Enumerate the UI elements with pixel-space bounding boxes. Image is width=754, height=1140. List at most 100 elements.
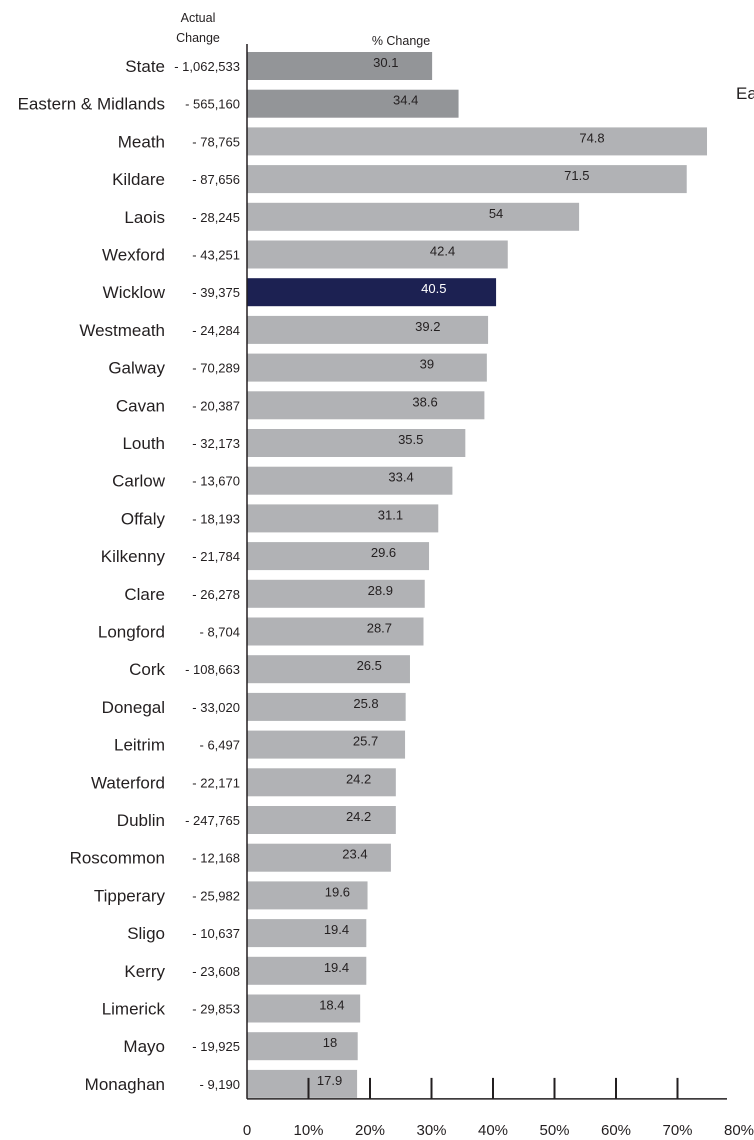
value-label: 24.2 <box>346 809 371 824</box>
bar <box>247 466 453 495</box>
value-label: 30.1 <box>373 55 398 70</box>
category-label: Limerick <box>102 1000 166 1019</box>
x-tick-label: 80% <box>724 1122 754 1139</box>
value-label: 18.4 <box>319 998 344 1013</box>
category-label: Mayo <box>123 1037 165 1056</box>
actual-change-label: - 13,670 <box>192 474 240 489</box>
actual-change-label: - 12,168 <box>192 851 240 866</box>
category-label: Eastern & Midlands <box>18 95 165 114</box>
bar <box>247 52 433 80</box>
bar <box>247 806 396 834</box>
bar <box>247 843 391 872</box>
category-label: Westmeath <box>79 321 165 340</box>
category-label: Offaly <box>121 509 166 528</box>
x-axis: 0 10% 20% 30% 40% 50% 60% 70% 80% <box>243 44 754 1139</box>
actual-change-label: - 24,284 <box>192 323 240 338</box>
x-tick-label: 60% <box>601 1122 631 1139</box>
value-label: 25.8 <box>353 696 378 711</box>
actual-change-label: - 1,062,533 <box>174 59 240 74</box>
actual-change-label: - 26,278 <box>192 587 240 602</box>
category-label: Kildare <box>112 170 165 189</box>
bar <box>247 579 425 608</box>
bar <box>247 165 687 194</box>
actual-change-label: - 32,173 <box>192 436 240 451</box>
value-label: 17.9 <box>317 1073 342 1088</box>
bar <box>247 315 489 344</box>
bar <box>247 89 459 118</box>
value-label: 33.4 <box>388 470 413 485</box>
bar <box>247 768 396 797</box>
category-label: Leitrim <box>114 736 165 755</box>
bar <box>247 542 430 571</box>
value-label: 39.2 <box>415 319 440 334</box>
category-label: Dublin <box>117 811 165 830</box>
value-label: 19.4 <box>324 922 349 937</box>
value-label: 38.6 <box>412 394 437 409</box>
header-pct-change: % Change <box>372 34 430 48</box>
header-actual-line-2: Change <box>176 31 220 45</box>
value-label: 54 <box>489 206 503 221</box>
x-tick-label: 70% <box>662 1122 692 1139</box>
actual-change-label: - 565,160 <box>185 97 240 112</box>
actual-change-label: - 8,704 <box>200 625 240 640</box>
actual-change-label: - 87,656 <box>192 172 240 187</box>
actual-change-label: - 28,245 <box>192 210 240 225</box>
category-label: Wicklow <box>103 283 166 302</box>
x-tick-label: 50% <box>539 1122 569 1139</box>
category-label: Longford <box>98 623 165 642</box>
actual-change-label: - 20,387 <box>192 398 240 413</box>
value-label: 29.6 <box>371 545 396 560</box>
bar <box>247 504 439 533</box>
bar <box>247 202 580 231</box>
actual-change-label: - 18,193 <box>192 511 240 526</box>
side-label: Ea <box>736 84 754 103</box>
actual-change-label: - 6,497 <box>200 738 240 753</box>
bar <box>247 1069 358 1098</box>
actual-change-label: - 9,190 <box>200 1077 240 1092</box>
value-label: 74.8 <box>579 130 604 145</box>
category-label: Roscommon <box>70 849 165 868</box>
category-label: State <box>125 57 165 76</box>
bar <box>247 1032 358 1061</box>
actual-change-label: - 70,289 <box>192 361 240 376</box>
value-label: 25.7 <box>353 734 378 749</box>
x-tick-label: 10% <box>293 1122 323 1139</box>
actual-change-label: - 29,853 <box>192 1002 240 1017</box>
value-label: 26.5 <box>357 658 382 673</box>
category-label: Galway <box>108 359 165 378</box>
value-label: 23.4 <box>342 847 367 862</box>
value-label: 24.2 <box>346 771 371 786</box>
category-label: Cavan <box>116 396 165 415</box>
category-label: Cork <box>129 660 165 679</box>
bar <box>247 655 410 684</box>
bar <box>247 994 361 1023</box>
category-label: Monaghan <box>85 1075 165 1094</box>
header-actual-line-1: Actual <box>181 11 216 25</box>
x-tick-label: 20% <box>355 1122 385 1139</box>
actual-change-label: - 108,663 <box>185 662 240 677</box>
actual-change-label: - 10,637 <box>192 926 240 941</box>
category-label: Carlow <box>112 472 166 491</box>
category-label: Louth <box>122 434 165 453</box>
bar <box>247 353 487 382</box>
category-label: Kerry <box>124 962 165 981</box>
actual-change-label: - 33,020 <box>192 700 240 715</box>
actual-change-label: - 247,765 <box>185 813 240 828</box>
value-label: 71.5 <box>564 168 589 183</box>
value-label: 42.4 <box>430 244 455 259</box>
value-label: 18 <box>323 1035 337 1050</box>
category-label: Sligo <box>127 924 165 943</box>
actual-change-label: - 39,375 <box>192 285 240 300</box>
bar <box>247 956 367 985</box>
bar <box>247 617 424 646</box>
bar <box>247 429 466 457</box>
value-label: 19.6 <box>325 884 350 899</box>
value-label: 39 <box>420 357 434 372</box>
category-label: Meath <box>118 132 165 151</box>
actual-change-label: - 23,608 <box>192 964 240 979</box>
value-label: 31.1 <box>378 507 403 522</box>
bar <box>247 240 508 269</box>
actual-change-label: - 21,784 <box>192 549 240 564</box>
actual-change-label: - 22,171 <box>192 775 240 790</box>
